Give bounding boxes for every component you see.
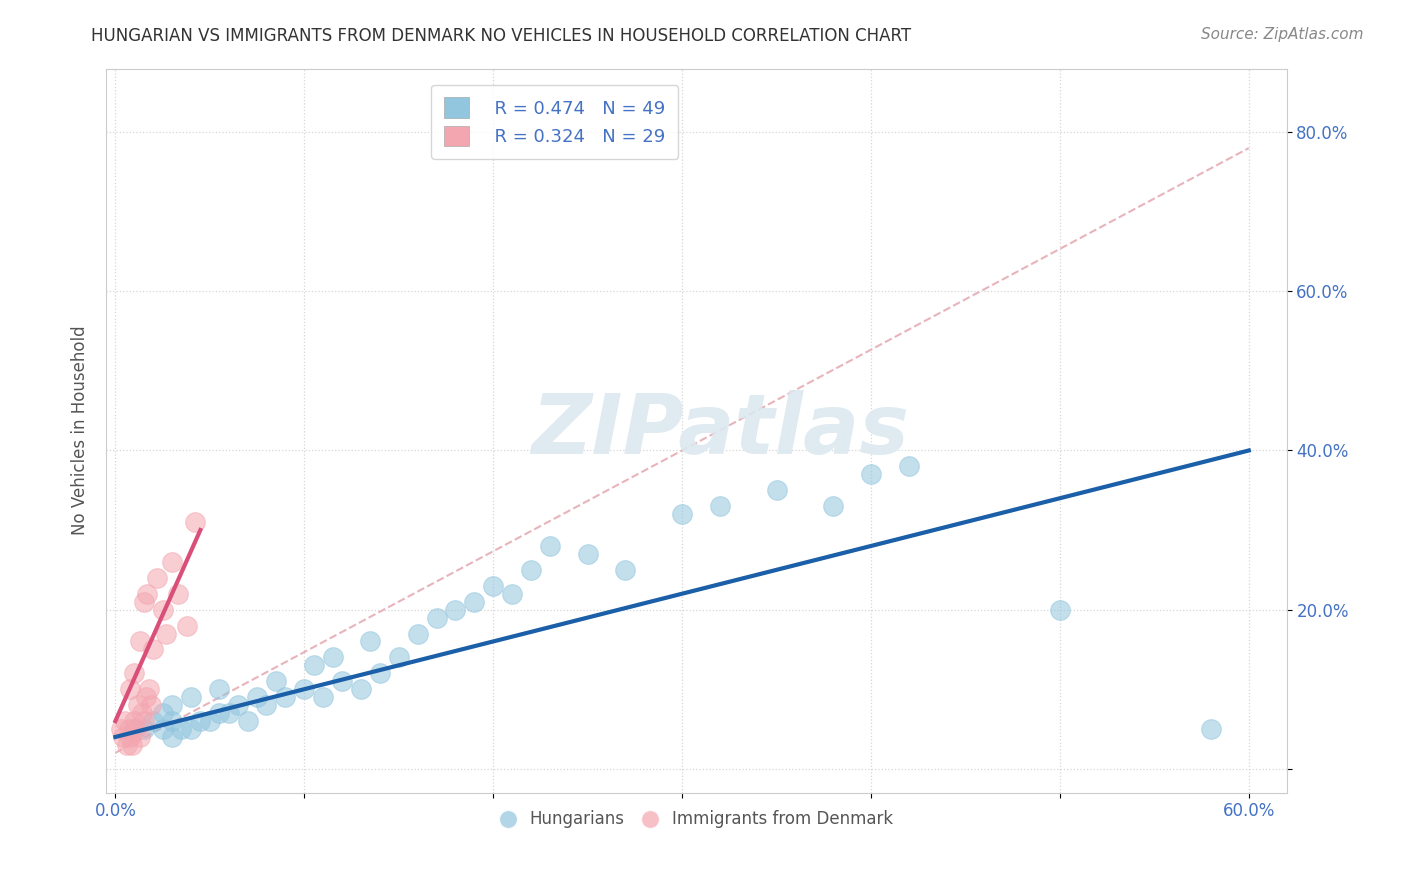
Point (444, 602, 467, 616)
Point (160, 698, 183, 712)
Point (122, 714, 145, 728)
Point (160, 730, 183, 744)
Point (115, 738, 138, 752)
Point (236, 714, 259, 728)
Point (218, 706, 240, 720)
Point (1199, 722, 1222, 736)
Y-axis label: No Vehicles in Household: No Vehicles in Household (72, 326, 89, 535)
Point (170, 722, 193, 736)
Point (368, 666, 391, 681)
Point (1049, 602, 1071, 616)
Point (198, 714, 221, 728)
Point (482, 579, 505, 593)
Point (146, 571, 169, 585)
Point (501, 587, 523, 601)
Point (121, 738, 143, 752)
Point (302, 658, 325, 673)
Point (111, 730, 134, 744)
Point (671, 507, 693, 521)
Point (180, 722, 202, 736)
Point (122, 666, 145, 681)
Point (120, 730, 142, 744)
Point (135, 690, 157, 705)
Point (160, 714, 183, 728)
Point (823, 499, 845, 513)
Point (208, 706, 231, 720)
Point (312, 690, 335, 705)
Point (463, 595, 485, 609)
Point (292, 682, 315, 697)
Point (359, 634, 381, 648)
Legend: Hungarians, Immigrants from Denmark: Hungarians, Immigrants from Denmark (494, 804, 900, 835)
Point (176, 618, 198, 632)
Point (350, 682, 373, 697)
Point (160, 555, 183, 569)
Point (208, 682, 231, 697)
Point (127, 698, 149, 712)
Point (152, 602, 174, 616)
Point (120, 682, 142, 697)
Point (166, 587, 188, 601)
Point (125, 722, 148, 736)
Point (132, 714, 155, 728)
Point (136, 587, 159, 601)
Point (256, 698, 278, 712)
Point (406, 626, 429, 640)
Point (180, 690, 202, 705)
Text: Source: ZipAtlas.com: Source: ZipAtlas.com (1201, 27, 1364, 42)
Point (322, 650, 344, 665)
Point (114, 714, 136, 728)
Point (246, 690, 269, 705)
Point (155, 626, 177, 640)
Point (425, 610, 447, 624)
Point (131, 706, 153, 720)
Point (520, 563, 543, 577)
Point (274, 690, 297, 705)
Point (142, 642, 165, 657)
Point (142, 714, 165, 728)
Point (122, 722, 145, 736)
Point (152, 722, 174, 736)
Point (614, 563, 637, 577)
Point (110, 722, 132, 736)
Point (129, 730, 152, 744)
Point (152, 706, 174, 720)
Point (576, 547, 599, 561)
Point (538, 539, 561, 553)
Point (141, 698, 163, 712)
Point (765, 483, 787, 498)
Point (138, 682, 160, 697)
Point (709, 499, 731, 513)
Text: HUNGARIAN VS IMMIGRANTS FROM DENMARK NO VEHICLES IN HOUSEHOLD CORRELATION CHART: HUNGARIAN VS IMMIGRANTS FROM DENMARK NO … (91, 27, 911, 45)
Point (183, 515, 205, 529)
Point (226, 698, 249, 712)
Point (129, 634, 152, 648)
Point (897, 459, 920, 474)
Text: ZIPatlas: ZIPatlas (531, 390, 908, 471)
Point (117, 722, 139, 736)
Point (388, 650, 411, 665)
Point (132, 722, 155, 736)
Point (264, 674, 287, 689)
Point (330, 674, 353, 689)
Point (132, 595, 155, 609)
Point (190, 714, 212, 728)
Point (859, 467, 882, 482)
